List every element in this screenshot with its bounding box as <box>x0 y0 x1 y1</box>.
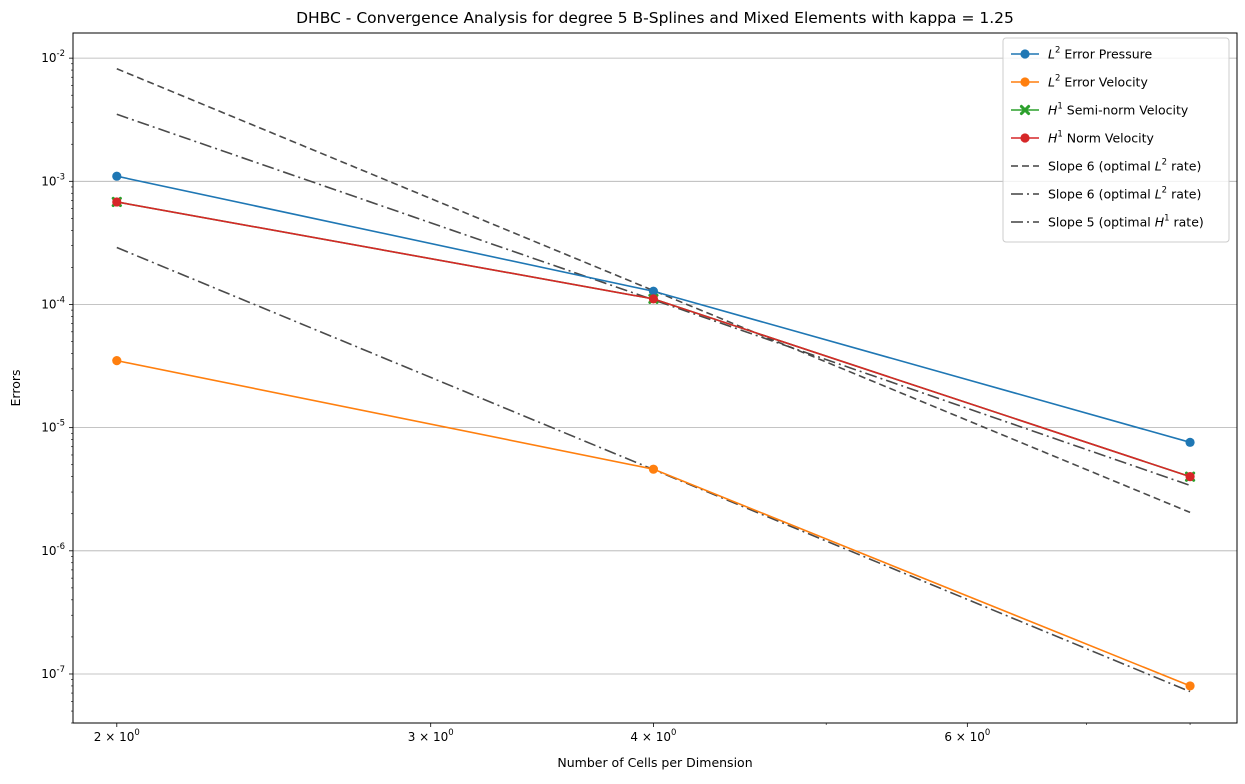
legend-label-superscript: 2 <box>1162 186 1167 196</box>
legend-label-text: Slope 6 (optimal <box>1048 159 1155 174</box>
legend-label: L2 Error Velocity <box>1048 74 1148 90</box>
legend-label-norm: L <box>1048 47 1055 62</box>
y-tick-label: 10-6 <box>41 542 65 558</box>
x-tick-label: 3 × 100 <box>408 728 454 744</box>
legend-label: L2 Error Pressure <box>1048 46 1152 62</box>
x-tick-base: 4 <box>630 730 638 744</box>
legend-label: Slope 6 (optimal L2 rate) <box>1048 186 1201 202</box>
y-axis-label: Errors <box>8 370 23 407</box>
x-tick-times: × 10 <box>101 730 134 744</box>
y-tick-exponent: -2 <box>57 49 65 59</box>
plot-frame <box>72 32 1238 724</box>
legend-label: Slope 5 (optimal H1 rate) <box>1048 214 1204 230</box>
x-tick-label: 6 × 100 <box>944 728 990 744</box>
series-group <box>116 68 1191 514</box>
legend-label-text: Error Velocity <box>1060 75 1148 90</box>
legend-label-superscript: 2 <box>1162 158 1167 168</box>
series-line <box>116 359 1191 687</box>
data-point <box>112 356 122 366</box>
y-tick-label: 10-3 <box>41 172 65 188</box>
legend-label-text: Error Pressure <box>1060 47 1152 62</box>
legend-label-superscript: 2 <box>1055 46 1060 56</box>
y-tick-exponent: -5 <box>57 419 65 429</box>
series-line <box>116 201 1191 478</box>
grid-lines <box>73 57 1237 675</box>
y-tick-label: 10-5 <box>41 419 65 435</box>
legend-label-norm: H <box>1048 131 1058 146</box>
legend-label-superscript: 1 <box>1164 214 1169 224</box>
legend-label-superscript: 2 <box>1055 74 1060 84</box>
data-point <box>648 464 659 474</box>
legend-label-norm: H <box>1155 215 1165 230</box>
x-axis-label: Number of Cells per Dimension <box>557 755 752 770</box>
legend-label-norm: L <box>1155 187 1162 202</box>
legend-marker <box>1019 104 1031 116</box>
y-tick-label: 10-4 <box>41 295 65 311</box>
x-tick-times: × 10 <box>952 730 985 744</box>
data-point <box>1185 437 1195 447</box>
data-point <box>112 197 122 207</box>
y-tick-exponent: -6 <box>57 542 65 552</box>
legend-label-text: Slope 6 (optimal <box>1048 187 1155 202</box>
x-tick-base: 2 <box>94 730 102 744</box>
legend-label-text: Norm Velocity <box>1063 131 1155 146</box>
legend-marker <box>1020 49 1030 59</box>
legend-label-text: Semi-norm Velocity <box>1063 103 1189 118</box>
series-lines <box>111 68 1196 693</box>
legend-label-superscript: 1 <box>1057 102 1062 112</box>
x-tick-label: 2 × 100 <box>94 728 140 744</box>
legend-marker <box>1020 77 1030 87</box>
y-tick-exponent: -4 <box>57 295 65 305</box>
y-tick-exponent: -7 <box>57 665 65 675</box>
data-point <box>648 294 659 304</box>
data-point <box>1185 681 1195 691</box>
y-tick-exponent: -3 <box>57 172 65 182</box>
data-point <box>112 171 122 181</box>
y-tick-base: 10 <box>41 667 56 681</box>
axis-ticks: 10-710-610-510-410-310-22 × 100 3 × 100 4 … <box>41 49 1191 744</box>
series-group <box>112 197 1195 482</box>
chart-title: DHBC - Convergence Analysis for degree 5… <box>296 9 1014 27</box>
x-tick-label: 4 × 100 <box>630 728 676 744</box>
legend-label-norm: H <box>1048 103 1058 118</box>
legend-label-text: Slope 5 (optimal <box>1048 215 1155 230</box>
y-tick-base: 10 <box>41 544 56 558</box>
legend-label: H1 Norm Velocity <box>1048 130 1155 146</box>
y-tick-base: 10 <box>41 421 56 435</box>
x-tick-exponent: 0 <box>448 728 453 738</box>
x-tick-exponent: 0 <box>134 728 139 738</box>
legend-label-suffix: rate) <box>1167 187 1201 202</box>
y-tick-label: 10-2 <box>41 49 65 65</box>
x-tick-times: × 10 <box>638 730 671 744</box>
y-tick-label: 10-7 <box>41 665 65 681</box>
legend-label-superscript: 1 <box>1057 130 1062 140</box>
data-point <box>1185 472 1195 482</box>
series-line <box>116 201 1191 478</box>
series-line <box>116 68 1191 514</box>
x-tick-times: × 10 <box>415 730 448 744</box>
x-tick-exponent: 0 <box>985 728 990 738</box>
x-tick-base: 3 <box>408 730 416 744</box>
legend-box <box>1002 37 1230 243</box>
y-tick-base: 10 <box>41 174 56 188</box>
series-group <box>112 171 1195 447</box>
x-tick-exponent: 0 <box>671 728 676 738</box>
data-point <box>648 286 659 296</box>
legend-label: H1 Semi-norm Velocity <box>1048 102 1189 118</box>
y-tick-base: 10 <box>41 51 56 65</box>
series-group <box>112 356 1195 691</box>
legend-label: Slope 6 (optimal L2 rate) <box>1048 158 1201 174</box>
legend-label-suffix: rate) <box>1167 159 1201 174</box>
legend-label-suffix: rate) <box>1170 215 1204 230</box>
x-tick-base: 6 <box>944 730 952 744</box>
legend-marker <box>1020 133 1030 143</box>
y-tick-base: 10 <box>41 297 56 311</box>
legend-label-norm: L <box>1155 159 1162 174</box>
legend-label-norm: L <box>1048 75 1055 90</box>
